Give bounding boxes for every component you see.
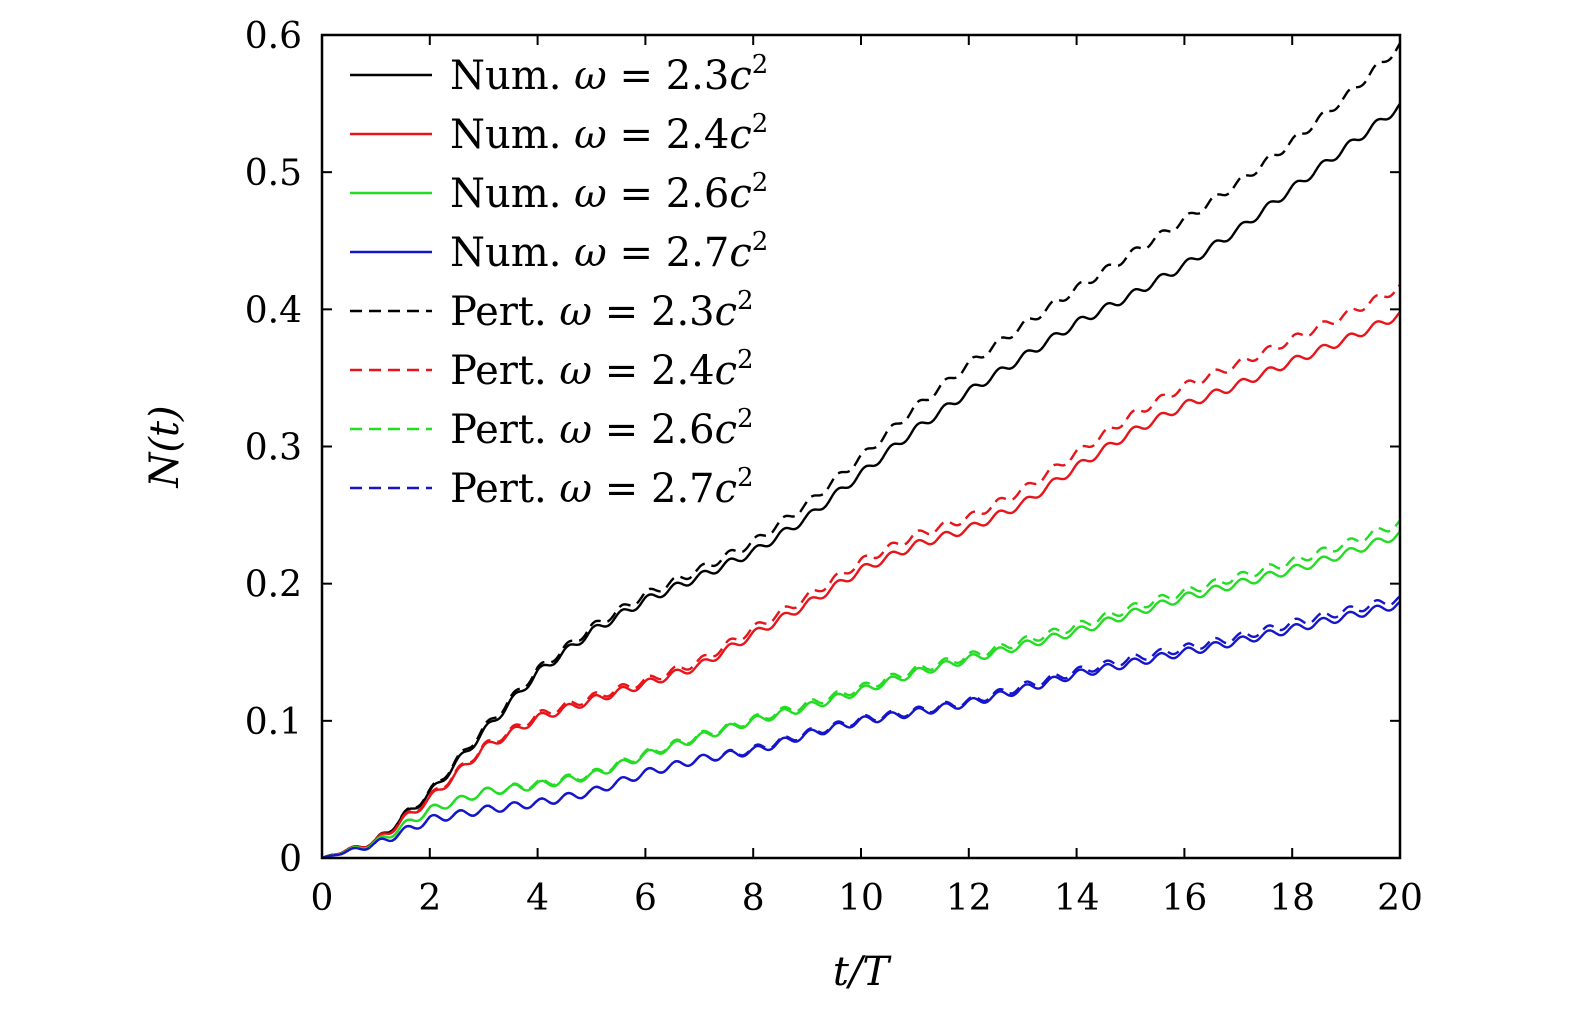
legend-label-1: Num. ω = 2.4c2 <box>450 109 768 158</box>
axis-ticks: 0 2 4 6 8 10 12 14 16 18 20 0 0.1 0.2 0.3 0.4 0.5 0.6 <box>245 16 1423 919</box>
series-line-5 <box>321 283 1401 860</box>
legend-label-2: Num. ω = 2.6c2 <box>450 168 768 217</box>
x-tick-label: 8 <box>742 878 765 919</box>
y-tick-label: 0.6 <box>245 16 302 57</box>
series-line-7 <box>321 595 1401 860</box>
x-tick-label: 16 <box>1161 878 1207 919</box>
series-line-2 <box>321 530 1401 860</box>
y-tick-label: 0 <box>279 839 302 880</box>
series-line-0 <box>321 102 1402 860</box>
x-tick-label: 2 <box>418 878 441 919</box>
y-axis-label: N(t) <box>142 405 188 488</box>
x-tick-label: 20 <box>1377 878 1423 919</box>
y-tick-label: 0.2 <box>245 565 302 606</box>
x-tick-label: 6 <box>634 878 657 919</box>
y-tick-label: 0.1 <box>245 702 302 743</box>
x-axis-label: t/T <box>833 949 893 995</box>
legend-label-0: Num. ω = 2.3c2 <box>450 50 768 99</box>
series-line-6 <box>321 519 1401 860</box>
x-tick-label: 0 <box>311 878 334 919</box>
y-tick-label: 0.5 <box>245 153 302 194</box>
x-tick-label: 10 <box>838 878 884 919</box>
y-tick-label: 0.4 <box>245 290 302 331</box>
series-line-4 <box>321 42 1402 860</box>
legend-label-7: Pert. ω = 2.7c2 <box>450 463 754 512</box>
legend-label-6: Pert. ω = 2.6c2 <box>450 404 754 453</box>
legend-label-5: Pert. ω = 2.4c2 <box>450 345 754 394</box>
legend-label-3: Num. ω = 2.7c2 <box>450 227 768 276</box>
legend: Num. ω = 2.3c2 Num. ω = 2.4c2 Num. ω = 2.6… <box>350 50 768 512</box>
series-layer <box>321 42 1402 860</box>
x-tick-label: 18 <box>1269 878 1315 919</box>
x-tick-label: 12 <box>946 878 992 919</box>
legend-label-4: Pert. ω = 2.3c2 <box>450 286 754 335</box>
x-tick-label: 14 <box>1054 878 1100 919</box>
y-tick-label: 0.3 <box>245 428 302 469</box>
series-line-1 <box>321 311 1401 860</box>
x-tick-label: 4 <box>526 878 549 919</box>
